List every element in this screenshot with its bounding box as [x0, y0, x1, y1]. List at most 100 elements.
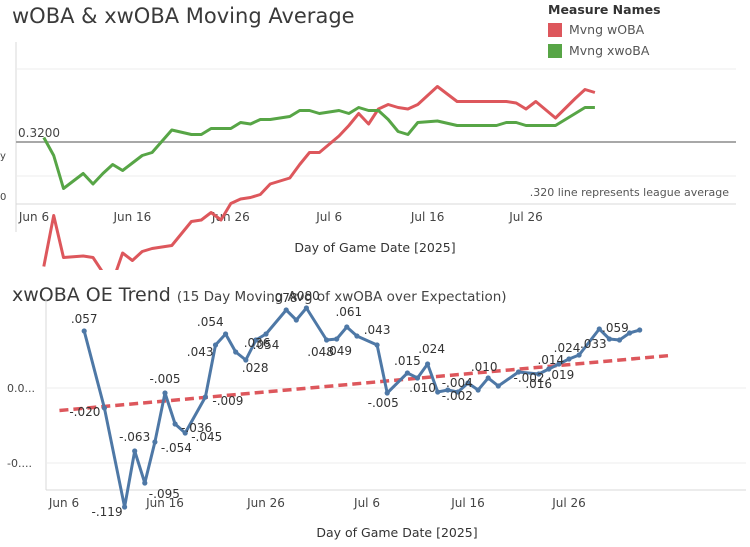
chart2-data-point[interactable] [243, 357, 249, 363]
chart2-data-point[interactable] [303, 305, 309, 311]
chart1-annotation: .320 line represents league average [530, 186, 729, 199]
chart2-data-label: -.036 [181, 421, 212, 435]
chart2-data-label: -.119 [92, 505, 123, 519]
chart2-data-point[interactable] [637, 327, 643, 333]
chart2-data-point[interactable] [81, 328, 87, 334]
chart2-data-labels: .057-.020-.119-.063-.095-.054-.005-.036-… [69, 289, 628, 519]
chart2-data-label: -.004 [442, 376, 473, 390]
chart2-data-label: -.063 [119, 430, 150, 444]
chart2-data-point[interactable] [162, 390, 168, 396]
chart2-data-point[interactable] [324, 337, 330, 343]
chart2-data-point[interactable] [233, 349, 239, 355]
chart2-data-point[interactable] [616, 337, 623, 343]
chart2-data-label: .061 [335, 305, 362, 319]
chart2-data-point[interactable] [132, 448, 138, 454]
chart2-x-tick-label: Jun 16 [145, 496, 184, 510]
chart2-data-label: .033 [580, 337, 607, 351]
chart2-data-point[interactable] [475, 387, 481, 393]
chart2-data-point[interactable] [202, 394, 208, 400]
legend-item-woba[interactable]: Mvng wOBA [548, 22, 661, 37]
chart2-data-point[interactable] [152, 439, 158, 445]
chart2-data-point[interactable] [344, 324, 350, 330]
chart2-data-point[interactable] [445, 387, 451, 393]
chart1-x-axis-title: Day of Game Date [2025] [294, 240, 455, 255]
chart2-data-point[interactable] [546, 366, 552, 372]
legend-label-xwoba: Mvng xwoBA [569, 43, 650, 58]
chart2-title: xwOBA OE Trend (15 Day Moving Avg of xwO… [12, 284, 507, 306]
chart2-data-point[interactable] [455, 389, 461, 395]
chart1-series [42, 85, 596, 271]
chart2-title-main: xwOBA OE Trend [12, 284, 171, 306]
chart1-series-line-xwoba[interactable] [42, 106, 595, 190]
chart2-x-tick-label: Jun 26 [246, 496, 285, 510]
chart2-x-tick-label: Jul 6 [353, 496, 380, 510]
chart1-title: wOBA & xwOBA Moving Average [12, 4, 355, 28]
chart2-data-label: .014 [537, 353, 564, 367]
chart2-data-point[interactable] [182, 430, 188, 436]
chart2-data-point[interactable] [263, 331, 269, 337]
chart2-data-point[interactable] [425, 361, 431, 367]
chart2-data-point[interactable] [556, 361, 562, 367]
chart2-data-point[interactable] [142, 480, 148, 486]
chart2-data-label: .049 [325, 344, 352, 358]
chart2-data-label: .080 [293, 289, 320, 303]
chart2-x-axis-title: Day of Game Date [2025] [316, 525, 477, 540]
chart1-x-tick-label: Jun 6 [18, 210, 49, 224]
chart2-data-label: -.002 [514, 371, 545, 385]
chart1-x-ticks: Jun 6 Jun 16 Jun 26 Jul 6 Jul 16 Jul 26 [18, 210, 543, 224]
chart2-data-point[interactable] [414, 375, 421, 381]
chart2-data-point[interactable] [122, 504, 128, 510]
chart2-x-tick-label: Jul 16 [450, 496, 485, 510]
chart2-data-point[interactable] [536, 371, 542, 377]
chart2-data-label: -.005 [149, 372, 180, 386]
chart1-series-line-woba[interactable] [42, 85, 596, 271]
chart2-data-point[interactable] [293, 317, 299, 323]
chart2-y-tick-label: -0.... [7, 457, 32, 470]
chart2-data-point[interactable] [627, 330, 633, 336]
legend-item-xwoba[interactable]: Mvng xwoBA [548, 43, 661, 58]
legend-label-woba: Mvng wOBA [569, 22, 645, 37]
chart2-data-label: .057 [71, 312, 98, 326]
chart2-series [81, 305, 643, 510]
chart2-data-point[interactable] [566, 356, 572, 362]
chart2-data-point[interactable] [172, 421, 178, 427]
chart2-data-point[interactable] [606, 336, 613, 342]
chart2-data-label: .048 [307, 345, 334, 359]
chart1-svg[interactable]: 0.3200 y 0 .320 line represents league a… [0, 0, 750, 270]
chart2-data-point[interactable] [212, 342, 219, 348]
chart2-data-label: -.054 [161, 441, 192, 455]
chart2-data-point[interactable] [576, 352, 582, 358]
chart2-data-label: -.005 [368, 396, 399, 410]
chart2-data-label: .059 [602, 321, 629, 335]
chart2-svg[interactable]: 0.0... -0.... Jun 6 Jun 16 Jun 26 Jul 6 Jul … [0, 287, 750, 547]
chart2-data-point[interactable] [485, 375, 491, 381]
chart2-series-line[interactable] [82, 306, 641, 509]
chart2-data-point[interactable] [374, 342, 380, 348]
chart2-data-point[interactable] [283, 307, 289, 313]
chart2-data-label: .019 [548, 368, 575, 382]
chart2-data-point[interactable] [334, 336, 340, 342]
chart2-data-point[interactable] [515, 369, 522, 375]
chart2-x-tick-label: Jul 26 [551, 496, 586, 510]
chart2-data-label: .054 [253, 338, 280, 352]
chart1-x-tick-label: Jul 16 [410, 210, 445, 224]
chart2-data-label: .015 [394, 354, 421, 368]
chart2-data-point[interactable] [223, 331, 229, 337]
chart2-data-point[interactable] [435, 389, 441, 395]
chart1-legend[interactable]: Measure Names Mvng wOBA Mvng xwoBA [548, 2, 661, 64]
chart2-trend [59, 353, 671, 413]
chart2-data-label: -.020 [69, 405, 100, 419]
chart2-data-point[interactable] [101, 405, 107, 411]
chart2-data-point[interactable] [495, 383, 501, 389]
chart2-data-point[interactable] [465, 380, 471, 386]
chart2-data-label: .036 [244, 336, 271, 350]
chart2-data-label: .024 [554, 341, 581, 355]
chart2-data-label: .010 [471, 360, 498, 374]
chart2-data-point[interactable] [253, 337, 259, 343]
chart2-data-label: .043 [364, 323, 391, 337]
chart1-reference-label: 0.3200 [18, 126, 60, 140]
chart2-data-point[interactable] [354, 333, 360, 339]
chart2-data-point[interactable] [596, 326, 602, 332]
chart2-data-point[interactable] [384, 390, 390, 396]
chart2-data-point[interactable] [404, 370, 410, 376]
